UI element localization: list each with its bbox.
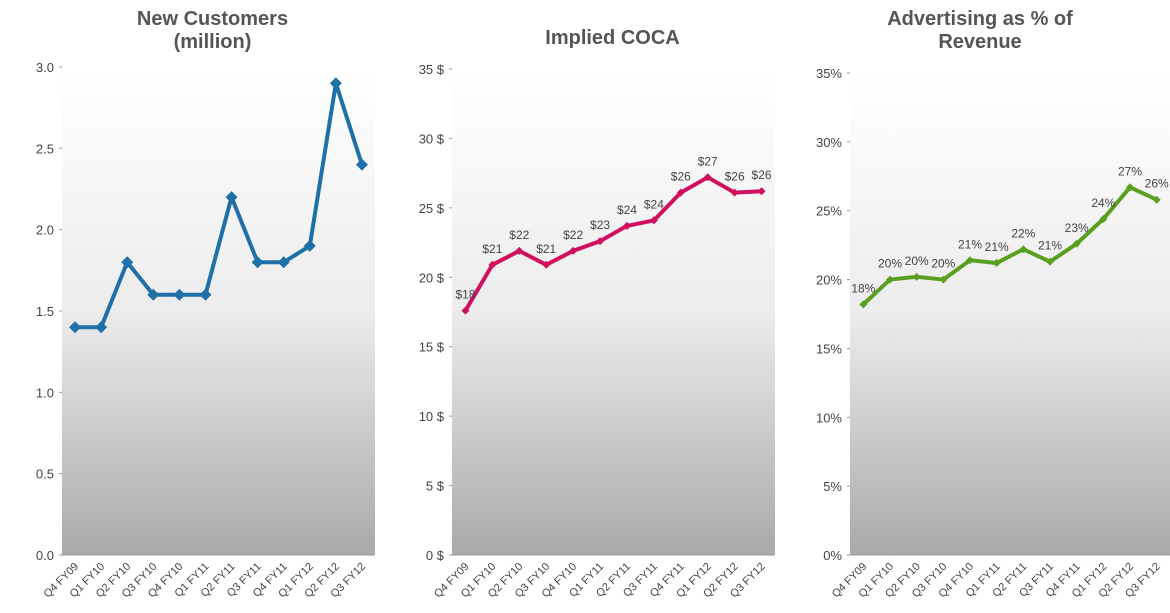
y-tick-label: 5%: [823, 479, 842, 494]
data-label: $22: [509, 228, 529, 242]
data-marker: [622, 221, 631, 230]
y-tick-label: 20%: [816, 273, 842, 288]
data-marker: [649, 216, 658, 225]
data-marker: [1126, 183, 1134, 192]
y-tick-label: 0.0: [36, 548, 54, 563]
data-marker: [303, 239, 316, 252]
y-tick-label: 3.0: [36, 60, 54, 75]
data-label: 21%: [1038, 239, 1062, 253]
data-marker: [569, 246, 578, 255]
data-label: 21%: [985, 240, 1009, 254]
chart-title: New Customers (million): [136, 8, 289, 53]
y-tick-label: 1.0: [36, 385, 54, 400]
data-label: $18: [455, 288, 475, 302]
data-marker: [1152, 195, 1161, 204]
data-marker: [676, 188, 685, 197]
chart-title: Advertising as % of Revenue: [887, 8, 1073, 53]
data-marker: [966, 256, 974, 265]
data-label: $21: [482, 242, 502, 256]
data-label: 23%: [1065, 221, 1089, 235]
data-marker: [703, 173, 712, 182]
data-marker: [912, 272, 921, 281]
y-tick-label: 10 $: [419, 409, 445, 424]
data-label: 20%: [905, 254, 929, 268]
data-label: $26: [752, 168, 772, 182]
data-label: $21: [536, 242, 556, 256]
data-marker: [173, 288, 186, 301]
y-tick-label: 5 $: [426, 479, 445, 494]
data-label: 24%: [1091, 196, 1115, 210]
y-tick-label: 25%: [816, 204, 842, 219]
data-marker: [1072, 239, 1081, 248]
data-label: 20%: [931, 257, 955, 271]
data-label: $23: [590, 218, 610, 232]
data-marker: [596, 237, 605, 246]
data-marker: [147, 288, 160, 301]
y-tick-label: 20 $: [419, 270, 445, 285]
y-tick-label: 2.5: [36, 141, 54, 156]
data-marker: [329, 77, 342, 90]
data-marker: [251, 256, 264, 269]
data-marker: [1019, 245, 1028, 254]
y-tick-label: 15%: [816, 341, 842, 356]
data-marker: [225, 191, 238, 204]
data-label: 27%: [1118, 164, 1142, 178]
data-marker: [121, 256, 134, 269]
data-label: 18%: [851, 281, 875, 295]
data-label: 21%: [958, 237, 982, 251]
data-marker: [1099, 214, 1108, 223]
y-tick-label: 1.5: [36, 304, 54, 319]
plot-area: [452, 69, 775, 555]
data-marker: [542, 260, 551, 269]
data-marker: [757, 187, 766, 196]
y-tick-label: 35%: [816, 66, 842, 81]
data-marker: [95, 321, 108, 334]
data-marker: [939, 275, 948, 284]
data-label: 22%: [1011, 226, 1035, 240]
data-label: $22: [563, 228, 583, 242]
y-tick-label: 2.0: [36, 223, 54, 238]
data-marker: [1046, 257, 1054, 266]
data-label: $24: [644, 197, 664, 211]
y-tick-label: 30%: [816, 135, 842, 150]
y-tick-label: 15 $: [419, 340, 445, 355]
data-label: $26: [725, 170, 745, 184]
data-marker: [355, 158, 368, 171]
data-label: $24: [617, 203, 637, 217]
data-marker: [730, 188, 739, 197]
data-marker: [859, 300, 868, 309]
data-marker: [515, 246, 524, 255]
data-marker: [199, 288, 212, 301]
y-tick-label: 35 $: [419, 62, 445, 77]
y-tick-label: 30 $: [419, 131, 445, 146]
y-tick-label: 25 $: [419, 201, 445, 216]
data-label: $27: [698, 154, 718, 168]
data-marker: [992, 259, 1001, 268]
data-marker: [277, 256, 290, 269]
chart-title: Implied COCA: [545, 27, 680, 49]
y-tick-label: 0.5: [36, 467, 54, 482]
data-marker: [488, 260, 497, 269]
y-tick-label: 10%: [816, 410, 842, 425]
data-marker: [886, 275, 894, 284]
data-marker: [69, 321, 82, 334]
plot-area: [850, 73, 1170, 555]
series-line: [861, 185, 1158, 306]
plot-area: [62, 67, 375, 555]
data-label: $26: [671, 170, 691, 184]
data-label: 20%: [878, 257, 902, 271]
series-line: [463, 175, 762, 312]
y-tick-label: 0 $: [426, 548, 445, 563]
data-label: 26%: [1145, 177, 1169, 191]
y-tick-label: 0%: [823, 548, 842, 563]
series-line: [75, 81, 364, 330]
data-marker: [461, 306, 470, 315]
